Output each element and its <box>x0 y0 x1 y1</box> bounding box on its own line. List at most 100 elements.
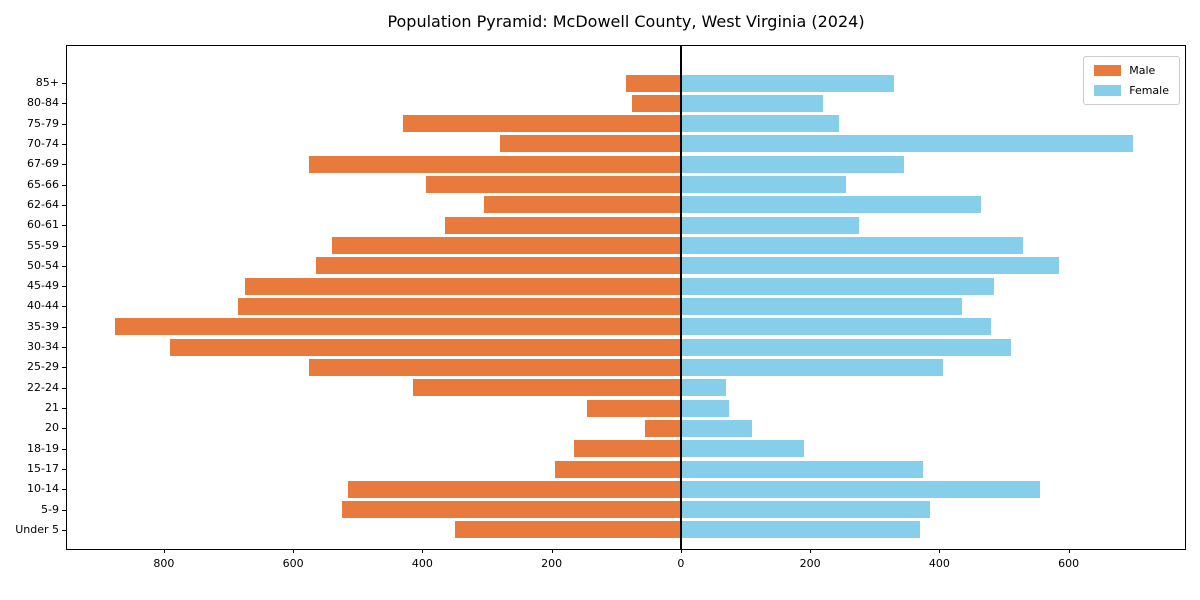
y-axis-age-label: 62-64 <box>27 197 59 211</box>
female-bar <box>680 277 995 295</box>
male-bar <box>244 277 681 295</box>
female-bar <box>680 419 752 437</box>
legend: Male Female <box>1083 56 1180 105</box>
y-axis-tick-mark <box>62 123 66 125</box>
legend-item-male: Male <box>1094 64 1169 77</box>
y-axis-tick-mark <box>62 225 66 227</box>
legend-item-female: Female <box>1094 84 1169 97</box>
y-axis-tick-mark <box>62 204 66 206</box>
female-bar <box>680 501 930 519</box>
x-axis-tick-label: 400 <box>411 557 433 570</box>
female-bar <box>680 216 859 234</box>
y-axis-age-label: 55-59 <box>27 238 59 252</box>
x-axis-tick-label: 400 <box>928 557 950 570</box>
y-axis-age-label: 5-9 <box>41 502 59 516</box>
legend-male-label: Male <box>1129 64 1156 77</box>
female-bar <box>680 460 924 478</box>
y-axis-age-label: 22-24 <box>27 380 59 394</box>
x-axis-tick-mark <box>293 549 295 553</box>
female-bar <box>680 399 730 417</box>
male-bar <box>170 338 681 356</box>
female-bar <box>680 115 840 133</box>
male-bar <box>425 176 681 194</box>
male-bar <box>315 257 681 275</box>
y-axis-tick-mark <box>62 306 66 308</box>
y-axis-tick-mark <box>62 448 66 450</box>
male-bar <box>554 460 681 478</box>
y-axis-tick-mark <box>62 326 66 328</box>
x-axis-tick-label: 200 <box>541 557 563 570</box>
y-axis-tick-mark <box>62 286 66 288</box>
female-bar <box>680 358 943 376</box>
y-axis-tick-mark <box>62 245 66 247</box>
y-axis-age-label: 15-17 <box>27 462 59 476</box>
x-axis-tick-mark <box>422 549 424 553</box>
x-axis-tick-label: 800 <box>153 557 175 570</box>
female-bar <box>680 74 895 92</box>
y-axis-age-label: 67-69 <box>27 157 59 171</box>
y-axis-tick-mark <box>62 347 66 349</box>
y-axis-tick-mark <box>62 143 66 145</box>
y-axis-age-label: 10-14 <box>27 482 59 496</box>
y-axis-tick-mark <box>62 509 66 511</box>
y-axis-age-label: 65-66 <box>27 177 59 191</box>
y-axis-tick-mark <box>62 469 66 471</box>
y-axis-tick-mark <box>62 164 66 166</box>
y-axis-age-label: 30-34 <box>27 340 59 354</box>
male-bar <box>115 318 681 336</box>
y-axis-tick-mark <box>62 428 66 430</box>
y-axis-tick-mark <box>62 489 66 491</box>
female-bar <box>680 94 824 112</box>
male-bar <box>348 480 681 498</box>
female-bar <box>680 155 904 173</box>
female-bar <box>680 196 982 214</box>
male-bar <box>500 135 681 153</box>
male-bar <box>331 237 681 255</box>
plot-area: Male Female 85+ 80-84 75-79 70-74 67-69 65-66… <box>15 45 1186 570</box>
male-bar <box>483 196 681 214</box>
legend-female-label: Female <box>1129 84 1169 97</box>
female-bar <box>680 257 1059 275</box>
y-axis-age-label: 50-54 <box>27 258 59 272</box>
x-axis-tick-label: 600 <box>282 557 304 570</box>
y-axis-tick-mark <box>62 367 66 369</box>
x-axis-tick-label: 200 <box>799 557 821 570</box>
y-axis-age-label: 25-29 <box>27 360 59 374</box>
male-bar <box>412 379 681 397</box>
y-axis-age-label: 80-84 <box>27 96 59 110</box>
y-axis-tick-mark <box>62 529 66 531</box>
x-axis-tick-label: 0 <box>677 557 685 570</box>
female-color-swatch <box>1094 85 1122 96</box>
male-color-swatch <box>1094 65 1122 76</box>
y-axis-tick-mark <box>62 265 66 267</box>
y-axis-age-label: 45-49 <box>27 279 59 293</box>
x-axis-tick-mark <box>163 549 165 553</box>
female-bar <box>680 135 1134 153</box>
male-bar <box>626 74 681 92</box>
male-bar <box>645 419 681 437</box>
female-bar <box>680 440 804 458</box>
y-axis-age-label: 75-79 <box>27 116 59 130</box>
female-bar <box>680 237 1024 255</box>
y-axis-age-label: 18-19 <box>27 441 59 455</box>
male-bar <box>574 440 681 458</box>
female-bar <box>680 480 1040 498</box>
male-bar <box>454 521 681 539</box>
x-axis-tick-mark <box>1068 549 1070 553</box>
x-axis-tick-mark <box>551 549 553 553</box>
x-axis-tick-label: 600 <box>1058 557 1080 570</box>
male-bar <box>341 501 681 519</box>
female-bar <box>680 379 727 397</box>
x-axis-tick-mark <box>810 549 812 553</box>
y-axis-age-label: 40-44 <box>27 299 59 313</box>
y-axis-tick-mark <box>62 184 66 186</box>
chart-title: Population Pyramid: McDowell County, Wes… <box>387 12 865 31</box>
y-axis-age-label: Under 5 <box>15 522 59 536</box>
y-axis-age-label: 60-61 <box>27 218 59 232</box>
y-axis-age-label: 35-39 <box>27 319 59 333</box>
y-axis-age-label: 85+ <box>35 76 59 89</box>
y-axis-tick-mark <box>62 387 66 389</box>
female-bar <box>680 338 1011 356</box>
male-bar <box>238 297 681 315</box>
male-bar <box>309 358 681 376</box>
